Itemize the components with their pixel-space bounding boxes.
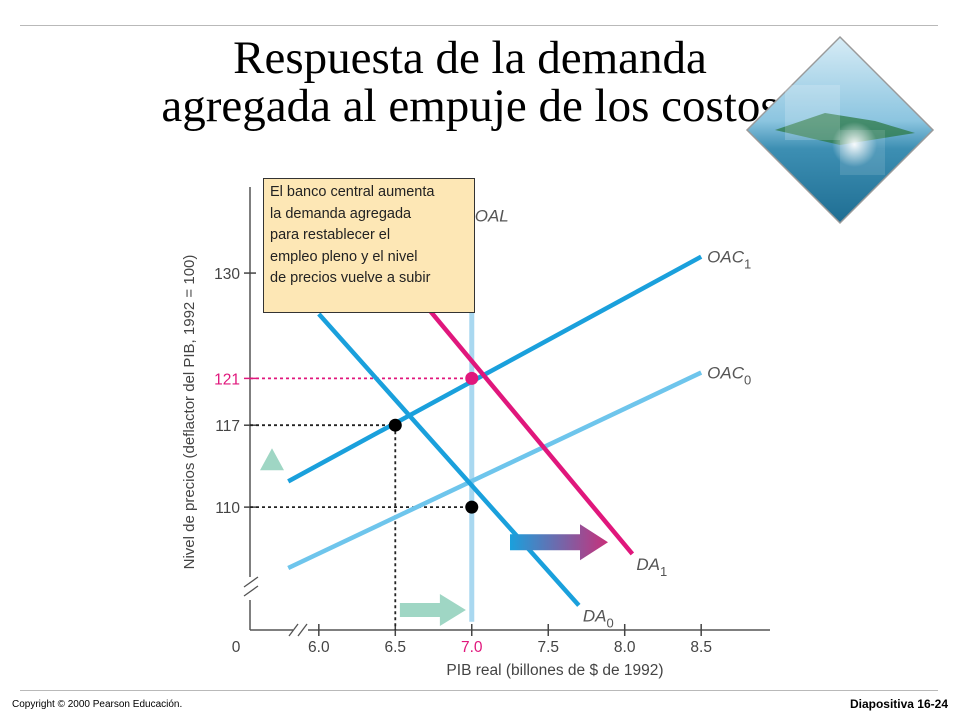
y-tick-label: 110 [215, 500, 240, 517]
annotation-line: para restablecer el [270, 227, 391, 243]
y-tick-label: 117 [215, 418, 240, 435]
x-tick-label: 8.0 [614, 639, 636, 656]
annotation-line: de precios vuelve a subir [270, 270, 431, 286]
equilibrium-point [465, 371, 479, 385]
price-rise-arrow [260, 448, 284, 471]
equilibrium-point [388, 418, 402, 432]
series-label-da0: DA0 [583, 606, 614, 630]
copyright-text: Copyright © 2000 Pearson Educación. [12, 699, 183, 710]
series-line-da1 [424, 304, 635, 556]
annotation-box: El banco central aumenta la demanda agre… [263, 178, 475, 313]
axis-break-mark [297, 623, 308, 637]
y-tick-label: 130 [214, 266, 240, 283]
series-label-oac0: OAC0 [707, 364, 751, 388]
x-tick-label: 0 [232, 639, 241, 656]
axis-break-mark [243, 576, 259, 588]
x-axis-title: PIB real (billones de $ de 1992) [446, 662, 663, 679]
series-line-oac0 [287, 370, 703, 571]
gdp-shift-arrow [399, 594, 466, 626]
annotation-line: la demanda agregada [270, 205, 412, 222]
x-tick-label: 7.0 [461, 639, 483, 656]
annotation-line: empleo pleno y el nivel [270, 248, 418, 265]
title-line-1: Respuesta de la demanda [233, 32, 707, 84]
axis-break-mark [288, 623, 299, 637]
series-label-oal: OAL [475, 207, 509, 226]
series-label-oac1: OAC1 [707, 248, 751, 272]
slide-title: Respuesta de la demanda agregada al empu… [40, 34, 900, 130]
title-line-2: agregada al empuje de los costos [161, 80, 779, 132]
series-line-oac1 [287, 254, 703, 484]
x-tick-label: 6.5 [385, 639, 407, 656]
equilibrium-point [465, 500, 479, 514]
series-line-da0 [317, 312, 581, 607]
demand-shift-arrow [510, 524, 608, 561]
x-tick-label: 6.0 [308, 639, 330, 656]
annotation-line: El banco central aumenta [270, 184, 435, 200]
x-tick-label: 8.5 [690, 639, 712, 656]
decorative-beach-diamond [745, 35, 935, 225]
top-rule [20, 25, 938, 26]
series-label-da1: DA1 [636, 555, 667, 579]
bottom-rule [20, 690, 938, 691]
y-axis-title: Nivel de precios (deflactor del PIB, 199… [181, 255, 198, 570]
chart-area: 110 117 121 130 0 6.0 6.5 7.0 7.5 8.0 8.5 PIB real … [181, 187, 770, 679]
y-tick-label: 121 [214, 371, 240, 388]
slide-number: Diapositiva 16-24 [849, 697, 948, 711]
x-tick-label: 7.5 [537, 639, 559, 656]
axis-break-mark [243, 585, 259, 597]
